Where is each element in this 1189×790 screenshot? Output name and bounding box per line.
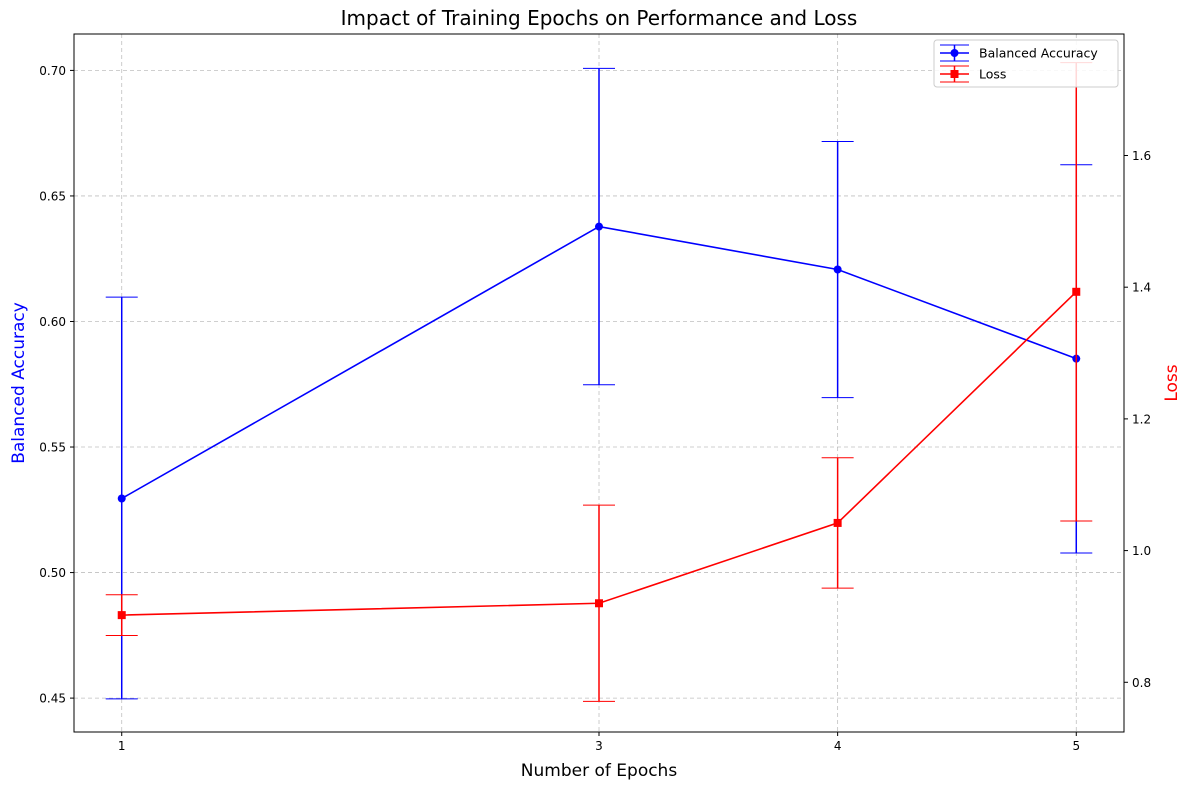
y-right-tick-label: 1.6 <box>1132 149 1151 163</box>
y-axis-left-title: Balanced Accuracy <box>9 302 29 464</box>
axes-layer: 1 3 4 5 0.45 0.50 0.55 0.60 0.65 0.70 0.8 1.0 1.2 1.4… <box>39 64 1151 753</box>
x-axis-title: Number of Epochs <box>521 761 678 781</box>
loss-line <box>121 291 1077 616</box>
y-left-tick-label: 0.60 <box>39 315 66 329</box>
x-tick-label: 4 <box>834 739 842 753</box>
legend-entry-balanced-accuracy: Balanced Accuracy <box>940 44 1098 62</box>
y-right-tick-label: 0.8 <box>1132 676 1151 690</box>
y-left-tick-label: 0.65 <box>39 189 66 203</box>
loss-point <box>117 611 126 620</box>
x-tick-label: 3 <box>595 739 603 753</box>
legend-box <box>933 39 1119 88</box>
y-left-tick-label: 0.45 <box>39 692 66 706</box>
x-tick-label: 5 <box>1072 739 1080 753</box>
legend-label-balanced-accuracy: Balanced Accuracy <box>979 46 1098 61</box>
chart-title: Impact of Training Epochs on Performance… <box>341 6 858 30</box>
y-right-tick-label: 1.0 <box>1132 544 1151 558</box>
balanced-accuracy-point <box>117 494 126 503</box>
balanced-accuracy-point <box>595 222 603 231</box>
loss-point <box>595 599 603 608</box>
y-right-tick-label: 1.2 <box>1132 412 1151 426</box>
y-left-tick-label: 0.50 <box>39 566 66 580</box>
series-layer <box>105 62 1093 702</box>
legend-marker-loss <box>950 70 959 78</box>
y-right-tick-label: 1.4 <box>1132 281 1151 295</box>
loss-point <box>1072 287 1081 296</box>
balanced-accuracy-point <box>833 265 842 274</box>
legend: Balanced Accuracy Loss <box>933 39 1119 88</box>
legend-marker-balanced-accuracy <box>950 49 959 57</box>
legend-entry-loss: Loss <box>940 65 1006 83</box>
y-left-tick-label: 0.55 <box>39 441 66 455</box>
loss-point <box>833 518 842 527</box>
legend-label-loss: Loss <box>979 67 1006 82</box>
balanced-accuracy-line <box>121 225 1077 500</box>
y-axis-right-title: Loss <box>1162 364 1182 401</box>
x-tick-label: 1 <box>118 739 126 753</box>
y-left-tick-label: 0.70 <box>39 64 66 78</box>
